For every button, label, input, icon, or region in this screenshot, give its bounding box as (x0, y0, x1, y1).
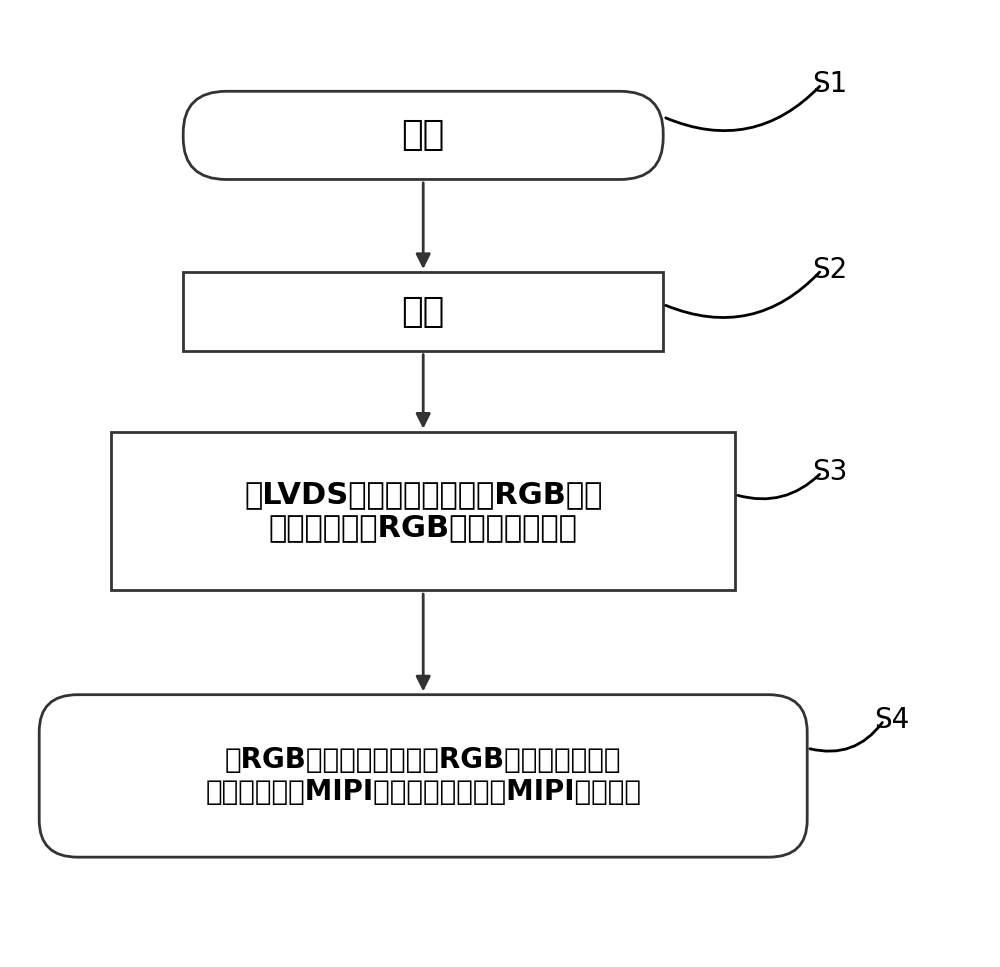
Text: S4: S4 (874, 706, 910, 734)
Text: 将RGB奇分屏视频信号和RGB偶分屏视频信号
转换为左通道MIPI视频信号和右通道MIPI视频信号: 将RGB奇分屏视频信号和RGB偶分屏视频信号 转换为左通道MIPI视频信号和右通… (205, 746, 641, 806)
FancyBboxPatch shape (183, 273, 663, 351)
FancyBboxPatch shape (39, 694, 807, 857)
FancyBboxPatch shape (111, 432, 735, 590)
Text: 将LVDS视频源信号转换为RGB奇分
屏视频信号和RGB偶分屏视频信号: 将LVDS视频源信号转换为RGB奇分 屏视频信号和RGB偶分屏视频信号 (244, 480, 602, 542)
Text: 解调: 解调 (402, 295, 445, 329)
Text: S3: S3 (812, 458, 847, 486)
Text: S1: S1 (812, 71, 847, 99)
Text: S2: S2 (812, 256, 847, 284)
FancyBboxPatch shape (183, 91, 663, 180)
Text: 接收: 接收 (402, 118, 445, 153)
